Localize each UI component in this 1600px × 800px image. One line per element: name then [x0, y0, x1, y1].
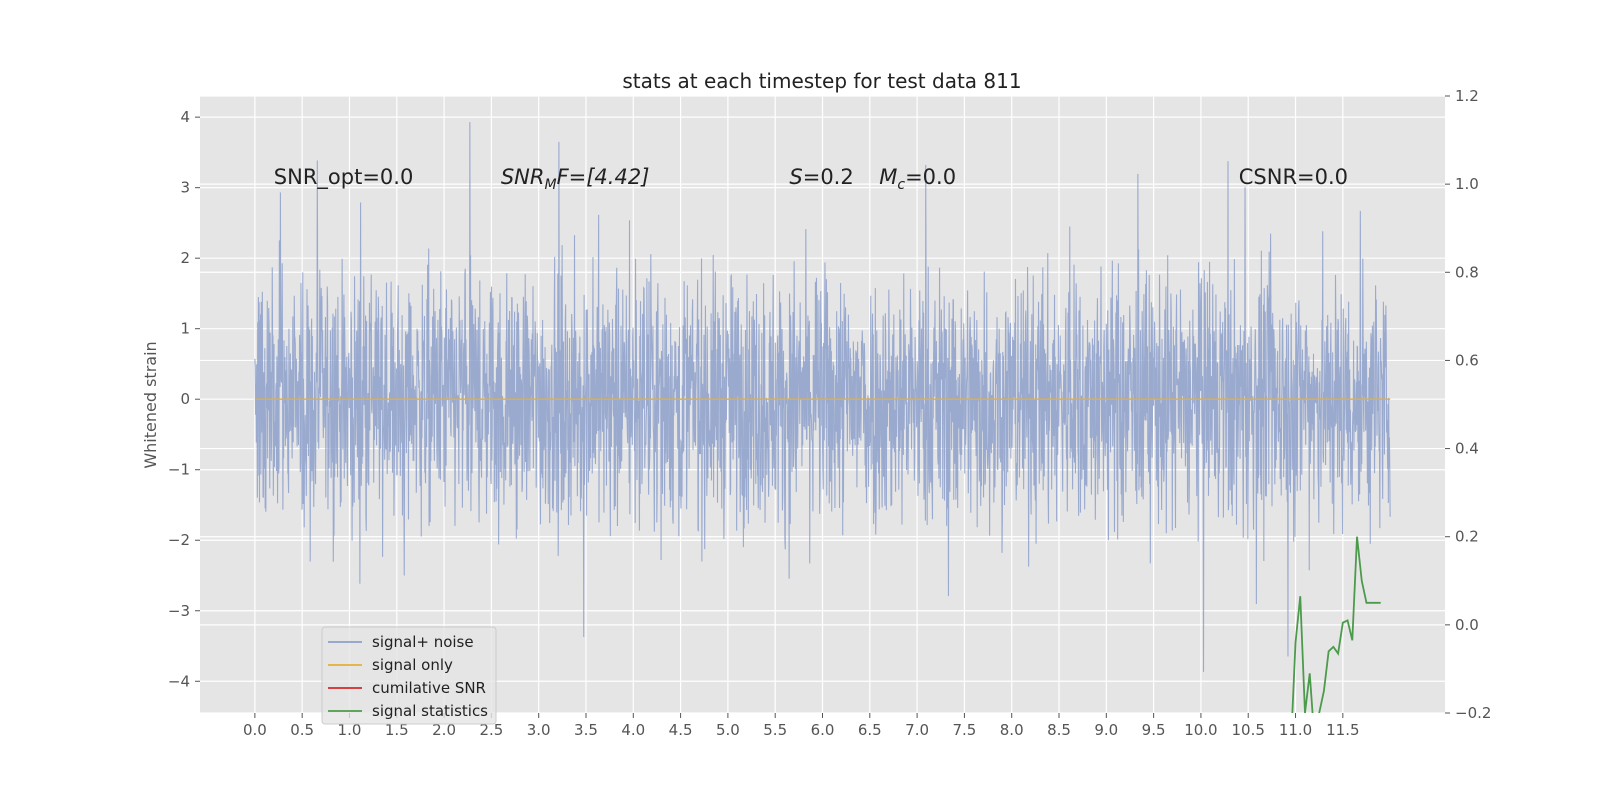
x-tick-label: 9.5	[1142, 721, 1166, 739]
right-y-tick-label: 0.2	[1455, 528, 1479, 546]
x-tick-label: 4.0	[621, 721, 645, 739]
x-tick-label: 6.0	[811, 721, 835, 739]
y-tick-label: 4	[180, 108, 190, 126]
x-tick-label: 0.5	[290, 721, 314, 739]
x-tick-label: 1.5	[385, 721, 409, 739]
x-tick-label: 2.0	[432, 721, 456, 739]
annotation-snr-opt: SNR_opt=0.0	[274, 165, 414, 190]
legend-entry: signal statistics	[372, 702, 488, 720]
annotation-s: S=0.2	[789, 165, 853, 189]
right-y-tick-label: 1.2	[1455, 87, 1479, 105]
right-y-tick-label: 0.6	[1455, 351, 1479, 369]
y-tick-label: 3	[180, 179, 190, 197]
right-y-tick-label: 0.4	[1455, 440, 1479, 458]
y-tick-label: −2	[168, 531, 190, 549]
x-tick-label: 3.0	[527, 721, 551, 739]
y-tick-label: −1	[168, 461, 190, 479]
annotation-snr-mf: SNRMF=[4.42]	[501, 165, 650, 193]
right-y-tick-label: 0.8	[1455, 263, 1479, 281]
annotations: SNR_opt=0.0 SNRMF=[4.42] S=0.2 Mc=0.0 CSNR=0…	[274, 165, 1348, 193]
x-tick-label: 5.5	[763, 721, 787, 739]
x-tick-label: 2.5	[479, 721, 503, 739]
series-signal-plus-noise	[254, 122, 1391, 672]
y-tick-label: 1	[180, 320, 190, 338]
x-tick-label: 7.0	[905, 721, 929, 739]
x-tick-label: 3.5	[574, 721, 598, 739]
y-tick-label: −4	[168, 672, 190, 690]
right-y-tick-label: 0.0	[1455, 616, 1479, 634]
annotation-csnr: CSNR=0.0	[1239, 165, 1348, 189]
legend: signal+ noise signal only cumilative SNR si…	[321, 626, 497, 725]
legend-entry: cumilative SNR	[372, 679, 486, 697]
x-tick-label: 1.0	[338, 721, 362, 739]
chart-title: stats at each timestep for test data 811	[622, 69, 1021, 93]
legend-box	[321, 626, 497, 725]
x-tick-label: 10.0	[1184, 721, 1217, 739]
series-signal-statistics	[1291, 536, 1381, 713]
legend-entry: signal only	[372, 656, 453, 674]
x-tick-label: 6.5	[858, 721, 882, 739]
y-tick-label: 0	[180, 390, 190, 408]
x-tick-label: 10.5	[1232, 721, 1265, 739]
annotation-mc: Mc=0.0	[879, 165, 956, 193]
x-tick-label: 9.0	[1094, 721, 1118, 739]
right-y-tick-label: 1.0	[1455, 175, 1479, 193]
y-tick-label: −3	[168, 602, 190, 620]
y-axis-label: Whitened strain	[141, 341, 160, 468]
x-tick-label: 8.0	[1000, 721, 1024, 739]
series-layer	[254, 122, 1391, 713]
axes-layer: 0.0 0.5 1.0 1.5 2.0 2.5 3.0 3.5 4.0 4.5 5.0 5.5 6.0 6…	[168, 87, 1492, 739]
x-tick-label: 4.5	[669, 721, 693, 739]
x-tick-label: 11.5	[1326, 721, 1359, 739]
y-tick-label: 2	[180, 249, 190, 267]
x-tick-label: 7.5	[952, 721, 976, 739]
x-tick-label: 11.0	[1279, 721, 1312, 739]
legend-entry: signal+ noise	[372, 633, 474, 651]
x-tick-label: 5.0	[716, 721, 740, 739]
x-tick-label: 8.5	[1047, 721, 1071, 739]
right-y-tick-label: −0.2	[1455, 704, 1491, 722]
x-tick-label: 0.0	[243, 721, 267, 739]
